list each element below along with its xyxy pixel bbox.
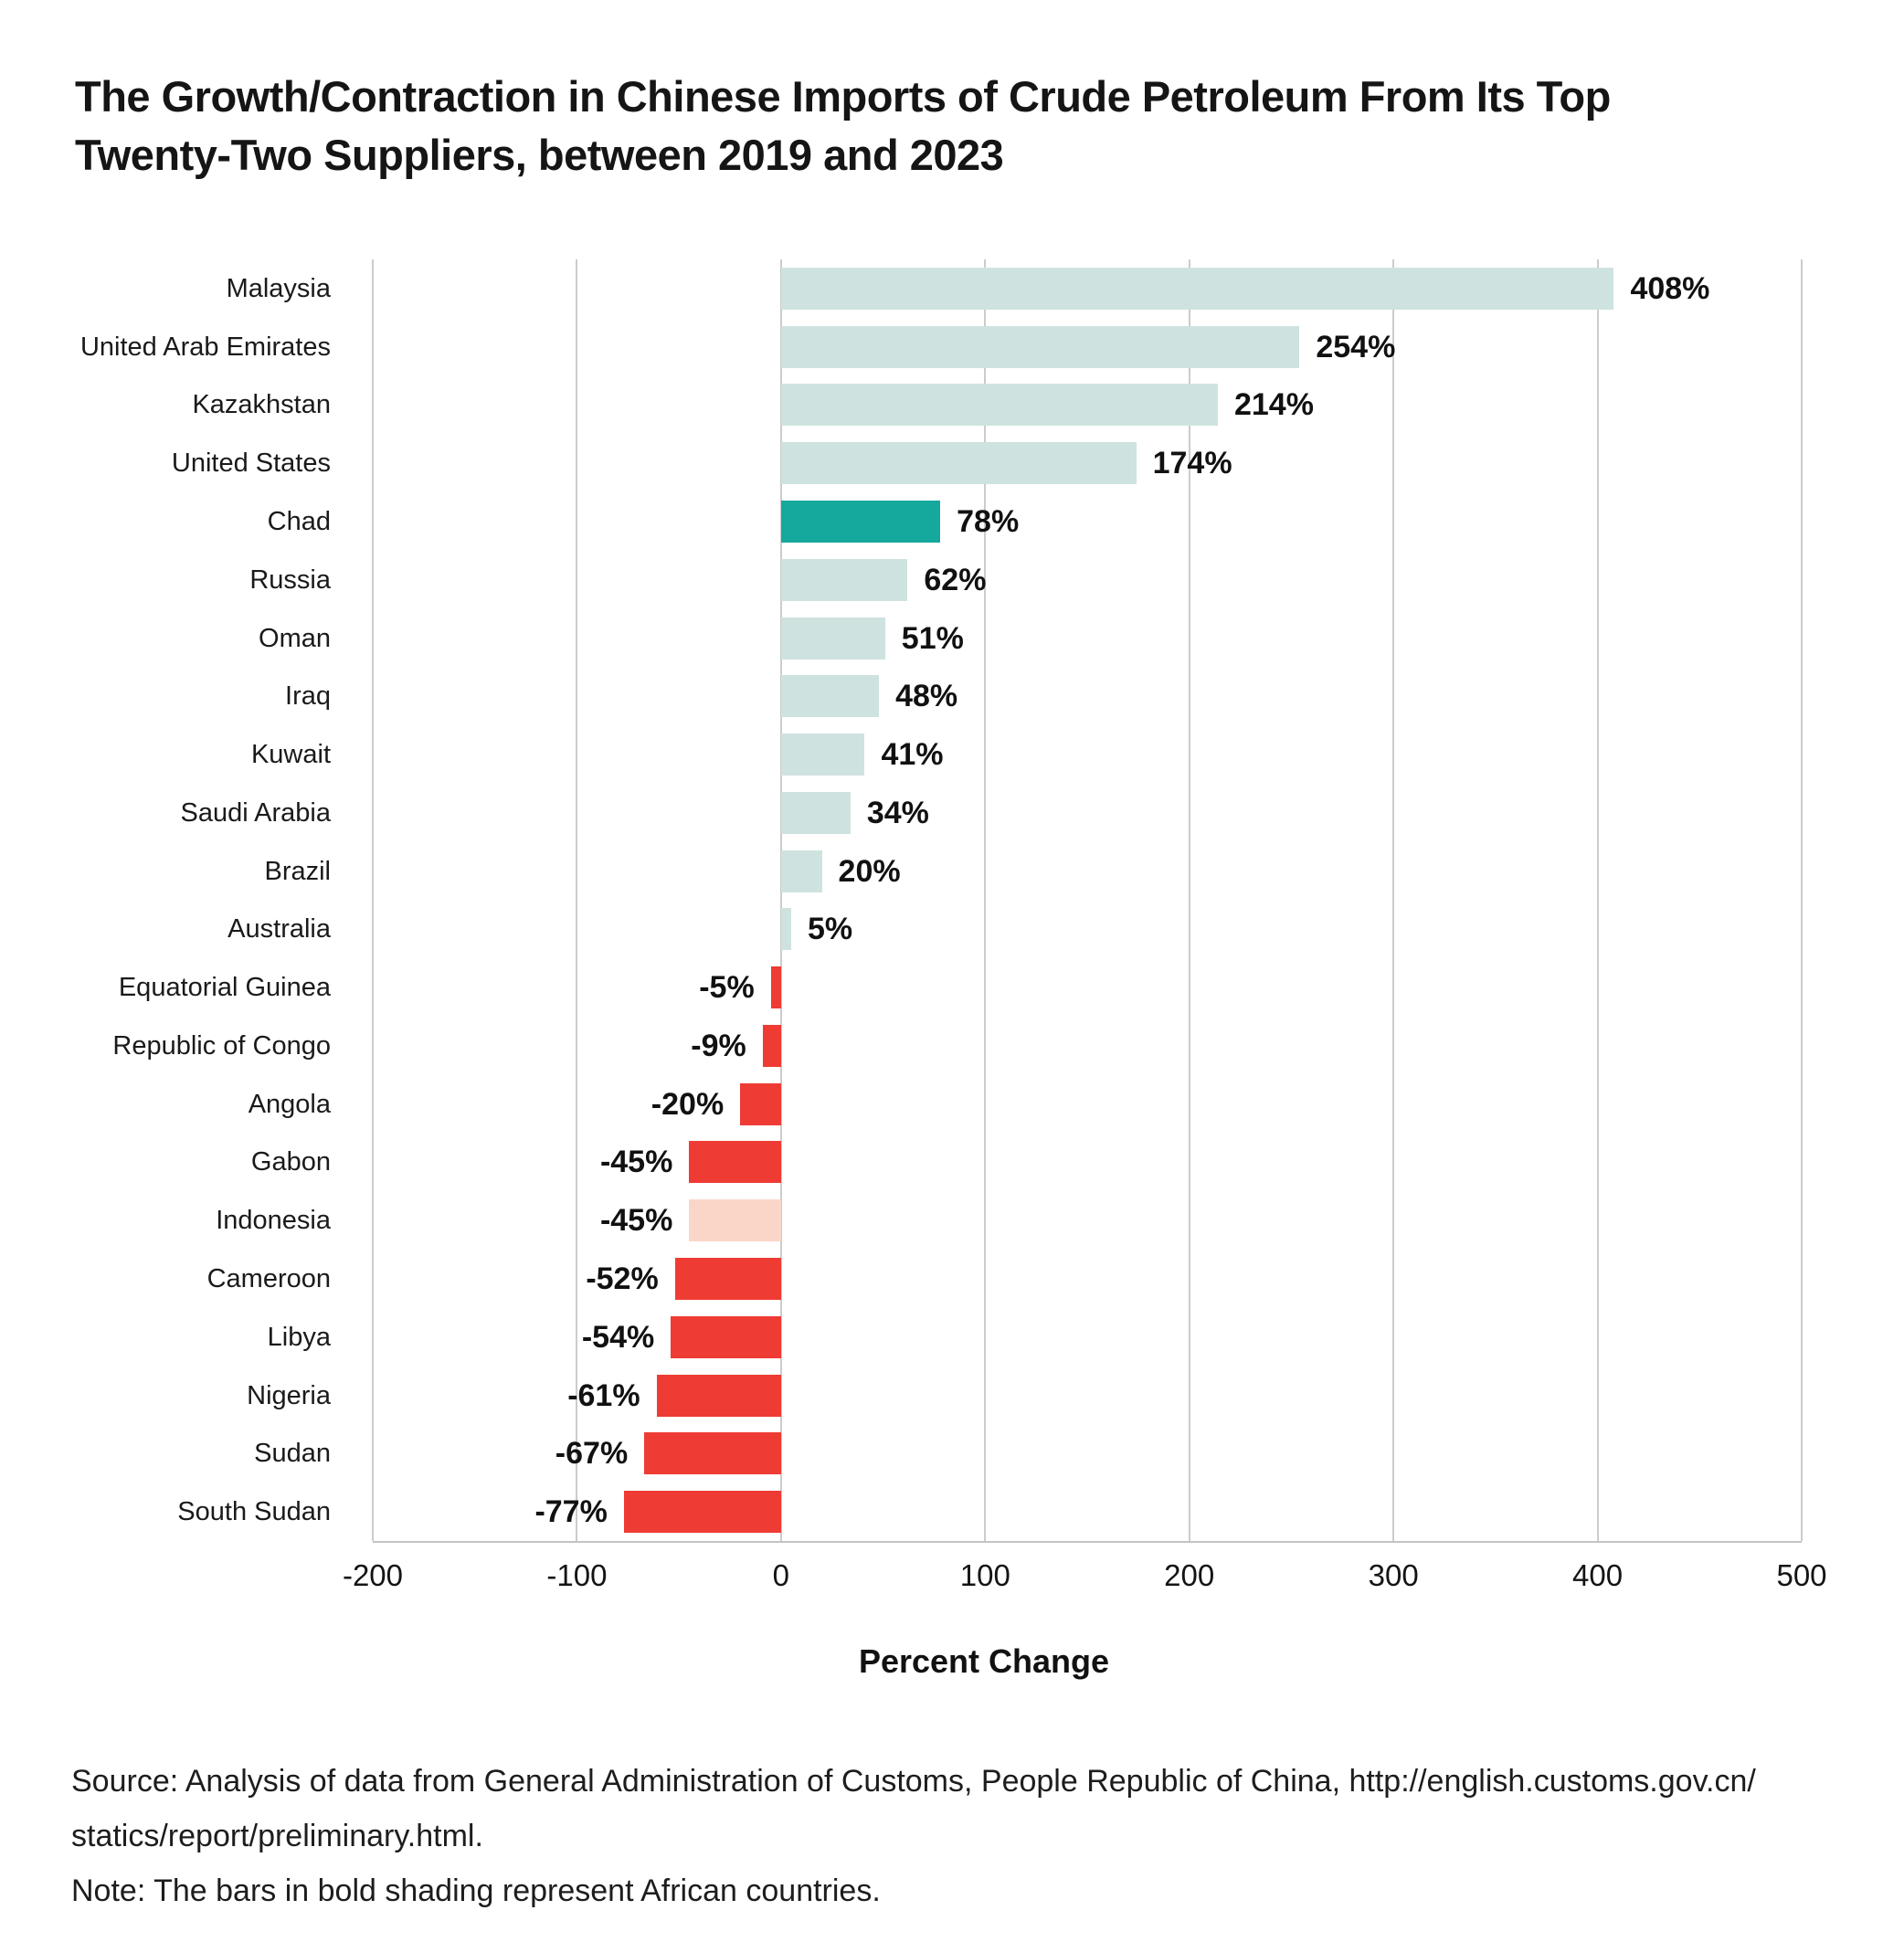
value-label: -67% [555,1436,629,1472]
x-axis-line [373,1541,1802,1543]
category-label: Russia [249,565,331,595]
category-label: Republic of Congo [112,1030,331,1061]
footer: Source: Analysis of data from General Ad… [71,1754,1862,1918]
category-label: Kazakhstan [192,390,331,420]
value-label: 5% [808,912,853,947]
category-label: Libya [267,1322,331,1352]
bar-united-arab-emirates [780,325,1300,368]
gridline-200 [1188,259,1190,1541]
value-label: -54% [581,1319,655,1355]
bar-saudi-arabia [780,791,851,834]
value-label: -20% [651,1086,725,1122]
chart-title-line1: The Growth/Contraction in Chinese Import… [75,72,1611,121]
footer-note: Note: The bars in bold shading represent… [71,1873,881,1908]
category-label: Gabon [250,1147,331,1177]
category-label: Brazil [264,856,331,886]
bar-libya [671,1315,781,1358]
gridline-300 [1392,259,1395,1541]
value-label: 408% [1630,270,1710,306]
category-label: Malaysia [226,273,331,303]
x-tick-label: -200 [342,1558,404,1592]
category-label: Chad [267,506,331,536]
bar-oman [780,617,885,660]
category-label: Equatorial Guinea [118,973,331,1003]
value-label: 62% [924,562,987,597]
source-line2: statics/report/preliminary.html. [71,1819,483,1853]
gridline-100 [984,259,987,1541]
bar-russia [780,558,908,601]
category-label: Sudan [254,1439,331,1469]
value-label: 20% [838,853,901,889]
value-label: 174% [1152,446,1232,481]
value-label: 254% [1316,329,1396,364]
gridline--100 [576,259,578,1541]
value-label: -45% [599,1203,673,1239]
category-label: Indonesia [216,1206,331,1236]
chart-title-line2: Twenty-Two Suppliers, between 2019 and 2… [75,131,1004,179]
x-tick-label: 200 [1164,1558,1215,1592]
value-label: -5% [699,970,755,1006]
gridline--200 [372,259,374,1541]
bar-kazakhstan [780,384,1218,427]
bar-republic-of-congo [762,1024,781,1067]
bar-equatorial-guinea [770,966,781,1009]
x-tick-label: 300 [1368,1558,1419,1592]
value-label: 214% [1233,387,1314,423]
value-label: -77% [534,1494,608,1530]
bar-malaysia [780,267,1614,310]
category-label: Oman [259,623,331,653]
bar-gabon [689,1141,781,1184]
category-label: Saudi Arabia [180,797,331,828]
category-label: Australia [227,914,331,945]
value-label: 41% [881,737,944,773]
bar-brazil [780,850,822,892]
x-tick-label: 400 [1572,1558,1624,1592]
value-label: -9% [691,1028,746,1063]
value-label: -52% [586,1261,659,1297]
category-label: Nigeria [247,1380,331,1410]
category-label: United Arab Emirates [79,332,331,362]
bar-indonesia [689,1199,781,1242]
gridline-400 [1596,259,1599,1541]
bar-united-states [780,442,1137,485]
bar-australia [780,908,791,951]
category-label: Kuwait [250,740,331,770]
bar-iraq [780,675,880,718]
value-label: -61% [567,1377,640,1413]
x-tick-label: 500 [1776,1558,1827,1592]
source-line1: Source: Analysis of data from General Ad… [71,1764,1756,1799]
bar-chad [780,500,941,543]
category-label: Angola [248,1089,331,1119]
bar-cameroon [674,1258,781,1301]
category-label: Cameroon [206,1264,331,1294]
gridline-0 [779,259,782,1541]
x-tick-label: 100 [959,1558,1010,1592]
x-tick-label: -100 [546,1558,608,1592]
bar-nigeria [656,1374,781,1417]
category-label: United States [171,449,331,479]
chart-title: The Growth/Contraction in Chinese Import… [75,68,1611,185]
x-axis-label: Percent Change [858,1642,1110,1680]
value-label: 48% [895,679,958,714]
bar-south-sudan [623,1491,781,1534]
bar-sudan [644,1432,781,1475]
gridline-500 [1801,259,1803,1541]
value-label: 51% [901,620,964,656]
value-label: 34% [866,795,929,830]
bar-angola [740,1082,781,1125]
value-label: -45% [599,1145,673,1180]
x-tick-label: 0 [772,1558,790,1592]
category-label: Iraq [285,681,331,712]
value-label: 78% [957,503,1020,539]
category-label: South Sudan [177,1497,331,1527]
bar-kuwait [780,734,865,776]
plot-area: 408% 254% 214% 174% 78% 62% 51% 48% 41% 34% 20% 5% -… [372,259,1803,1543]
